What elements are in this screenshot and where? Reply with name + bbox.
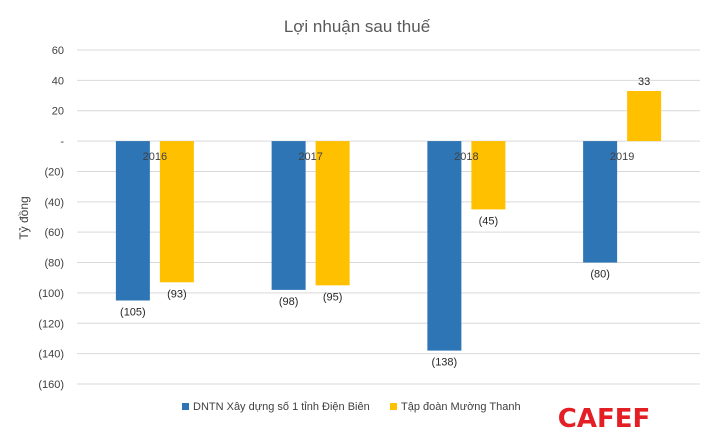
- x-category-label: 2019: [610, 151, 634, 163]
- bar-2017-series-1: [271, 141, 306, 290]
- legend-label-series-2: Tập đoàn Mường Thanh: [401, 401, 521, 413]
- data-label-2019-series-2: 33: [638, 76, 650, 88]
- x-axis-labels: 2016 2017 2018 2019: [143, 151, 635, 163]
- data-label-2016-series-2: (93): [167, 288, 187, 300]
- bars: [115, 90, 662, 351]
- legend-swatch-series-1: [182, 403, 189, 410]
- legend-label-series-1: DNTN Xây dựng số 1 tỉnh Điện Biên: [193, 401, 370, 413]
- y-tick-label: (140): [38, 349, 64, 361]
- y-tick-label: (120): [38, 318, 64, 330]
- y-tick-label: (160): [38, 379, 64, 391]
- data-label-2019-series-1: (80): [590, 269, 610, 281]
- cafef-logo: CAFEF: [558, 404, 651, 429]
- y-axis-ticks: 60 40 20 - (20) (40) (60) (80) (100) (120) (140) (1…: [38, 45, 64, 391]
- x-category-label: 2016: [143, 151, 167, 163]
- data-labels: (105) (93) (98) (95) (138) (45) (80) 33: [120, 76, 650, 369]
- data-label-2016-series-1: (105): [120, 307, 146, 319]
- data-label-2018-series-2: (45): [479, 215, 499, 227]
- bar-2019-series-2: [627, 90, 662, 142]
- bar-2016-series-1: [115, 141, 150, 301]
- y-tick-label: 60: [52, 45, 64, 57]
- data-label-2017-series-1: (98): [279, 296, 299, 308]
- data-label-2017-series-2: (95): [323, 291, 343, 303]
- bar-2016-series-2: [159, 141, 194, 283]
- y-tick-label: (100): [38, 288, 64, 300]
- y-tick-label: 40: [52, 75, 64, 87]
- chart-title: Lợi nhuận sau thuế: [284, 17, 431, 36]
- y-axis-label: Tỷ đồng: [17, 196, 31, 239]
- y-tick-label: -: [60, 136, 64, 148]
- bar-2018-series-1: [427, 141, 462, 351]
- legend: DNTN Xây dựng số 1 tỉnh Điện Biên Tập đo…: [182, 401, 521, 413]
- legend-swatch-series-2: [390, 403, 397, 410]
- bar-2019-series-1: [583, 141, 618, 263]
- x-category-label: 2017: [298, 151, 322, 163]
- cafef-logo-text: CAFEF: [558, 404, 651, 429]
- bar-2018-series-2: [471, 141, 506, 210]
- x-category-label: 2018: [454, 151, 478, 163]
- y-tick-label: (80): [44, 258, 64, 270]
- data-label-2018-series-1: (138): [432, 357, 458, 369]
- y-tick-label: (20): [44, 166, 64, 178]
- y-tick-label: 20: [52, 106, 64, 118]
- bar-2017-series-2: [315, 141, 350, 286]
- y-tick-label: (40): [44, 197, 64, 209]
- y-tick-label: (60): [44, 227, 64, 239]
